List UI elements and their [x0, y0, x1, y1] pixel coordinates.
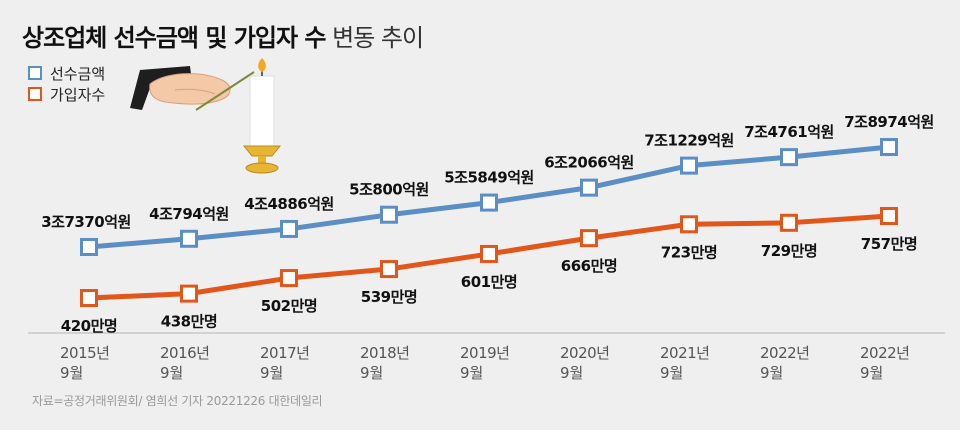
data-label-subscribers: 666만명 [561, 257, 617, 275]
data-label-prepayment: 5조800억원 [349, 181, 429, 199]
data-label-subscribers: 420만명 [61, 317, 117, 335]
data-point-prepayment [180, 229, 198, 248]
data-label-prepayment: 7조8974억원 [844, 113, 934, 131]
x-tick-label-month: 9월 [360, 364, 383, 382]
legend-marker-subscribers [28, 87, 42, 101]
data-point-prepayment [280, 219, 298, 238]
x-tick-label-month: 9월 [660, 364, 683, 382]
data-point-prepayment [680, 156, 698, 175]
data-point-subscribers [80, 289, 98, 307]
legend-label-prepayment: 선수금액 [50, 64, 106, 83]
legend-label-subscribers: 가입자수 [50, 85, 106, 104]
data-label-subscribers: 539만명 [361, 288, 417, 306]
x-tick-label-month: 9월 [760, 364, 783, 382]
data-point-prepayment [380, 205, 398, 224]
data-point-subscribers [780, 213, 798, 232]
title-light: 변동 추이 [332, 24, 424, 52]
data-label-prepayment: 5조5849억원 [444, 169, 534, 187]
data-point-prepayment [780, 148, 798, 167]
data-point-subscribers [580, 229, 598, 248]
data-label-subscribers: 729만명 [761, 242, 817, 260]
title-bold: 상조업체 선수금액 및 가입자 수 [22, 24, 326, 52]
x-tick-label-month: 9월 [160, 364, 183, 382]
x-tick-label-year: 2015년 [60, 344, 109, 362]
x-tick-label-year: 2020년 [560, 344, 609, 362]
data-label-subscribers: 438만명 [161, 313, 217, 331]
data-point-prepayment [880, 138, 898, 156]
data-label-subscribers: 601만명 [461, 273, 517, 291]
data-label-prepayment: 7조1229억원 [644, 132, 734, 150]
x-tick-label-month: 9월 [860, 364, 883, 382]
source-note: 자료=공정거래위원회/ 염희선 기자 20221226 대한데일리 [32, 394, 323, 408]
chart-title: 상조업체 선수금액 및 가입자 수 변동 추이 [22, 18, 424, 53]
hands-lighting-candle-illustration [130, 58, 282, 174]
x-tick-label-year: 2022년 [760, 344, 809, 362]
data-label-prepayment: 4조794억원 [149, 205, 229, 223]
legend-marker-prepayment [28, 66, 42, 80]
data-point-subscribers [280, 269, 298, 288]
x-tick-label-month: 9월 [560, 364, 583, 382]
x-tick-label-month: 9월 [260, 364, 283, 382]
data-point-prepayment [480, 193, 498, 212]
x-tick-label-year: 2021년 [660, 344, 709, 362]
x-tick-label-month: 9월 [460, 364, 483, 382]
data-point-subscribers [180, 284, 198, 303]
x-tick-label-year: 2016년 [160, 344, 209, 362]
legend-item-subscribers: 가입자수 [28, 85, 106, 104]
data-label-prepayment: 7조4761억원 [744, 123, 834, 141]
data-point-subscribers [380, 260, 398, 279]
data-point-subscribers [680, 215, 698, 234]
data-label-prepayment: 4조4886억원 [244, 195, 334, 213]
x-tick-label-year: 2022년 [860, 344, 909, 362]
data-point-prepayment [580, 178, 598, 197]
data-point-prepayment [80, 238, 98, 256]
data-point-subscribers [480, 244, 498, 263]
x-tick-label-year: 2018년 [360, 344, 409, 362]
data-label-subscribers: 757만명 [861, 235, 917, 253]
x-tick-label-year: 2019년 [460, 344, 509, 362]
data-label-subscribers: 723만명 [661, 243, 717, 261]
data-label-subscribers: 502만명 [261, 297, 317, 315]
x-tick-label-month: 9월 [60, 364, 83, 382]
data-label-prepayment: 6조2066억원 [544, 154, 634, 172]
x-tick-label-year: 2017년 [260, 344, 309, 362]
data-label-prepayment: 3조7370억원 [41, 213, 131, 231]
legend-item-prepayment: 선수금액 [28, 64, 106, 83]
data-point-subscribers [880, 207, 898, 225]
